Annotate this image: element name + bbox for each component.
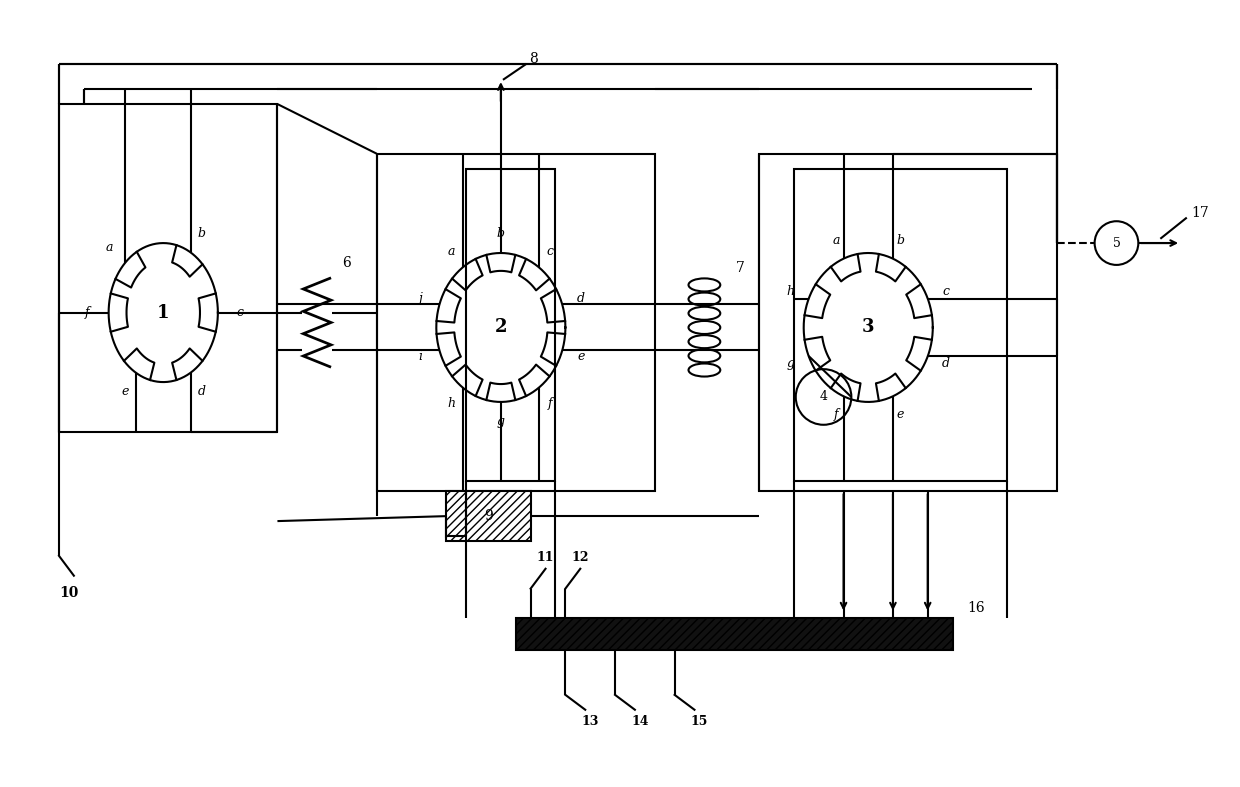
Text: a: a <box>448 245 455 257</box>
Text: c: c <box>547 245 554 257</box>
Bar <box>794 168 1007 482</box>
Bar <box>377 153 655 491</box>
Bar <box>759 153 1056 491</box>
Text: b: b <box>897 234 904 247</box>
Bar <box>466 168 556 482</box>
Text: e: e <box>897 408 904 421</box>
Text: g: g <box>786 357 795 370</box>
Text: f: f <box>833 408 838 421</box>
Text: f: f <box>84 306 89 319</box>
Text: 6: 6 <box>342 256 351 270</box>
Text: c: c <box>236 306 243 319</box>
Text: 2: 2 <box>495 319 507 337</box>
Text: h: h <box>448 397 455 410</box>
Text: j: j <box>419 292 423 305</box>
Text: 1: 1 <box>157 304 170 322</box>
Text: 13: 13 <box>582 715 599 728</box>
Text: 4: 4 <box>820 390 827 404</box>
Text: f: f <box>548 397 553 410</box>
Text: 5: 5 <box>1112 237 1121 249</box>
Text: 16: 16 <box>967 601 985 615</box>
Text: d: d <box>942 357 950 370</box>
Text: g: g <box>497 416 505 428</box>
Text: 9: 9 <box>484 509 492 523</box>
Text: d: d <box>197 385 206 398</box>
Bar <box>60 104 278 432</box>
Text: 3: 3 <box>862 319 874 337</box>
Text: b: b <box>497 227 505 239</box>
Text: 14: 14 <box>631 715 649 728</box>
Text: 8: 8 <box>528 53 537 66</box>
Bar <box>516 619 952 650</box>
Bar <box>446 491 531 541</box>
Text: 10: 10 <box>60 586 78 600</box>
Text: 17: 17 <box>1190 206 1209 220</box>
Text: e: e <box>578 350 585 363</box>
Text: c: c <box>942 285 950 297</box>
Text: 12: 12 <box>572 551 589 563</box>
Text: 7: 7 <box>737 260 745 275</box>
Text: b: b <box>197 227 206 240</box>
Text: h: h <box>786 285 795 297</box>
Text: 15: 15 <box>691 715 708 728</box>
Text: e: e <box>122 385 129 398</box>
Text: 11: 11 <box>537 551 554 563</box>
Text: d: d <box>577 292 585 305</box>
Text: a: a <box>105 242 113 254</box>
Text: i: i <box>419 350 423 363</box>
Text: a: a <box>832 234 839 247</box>
